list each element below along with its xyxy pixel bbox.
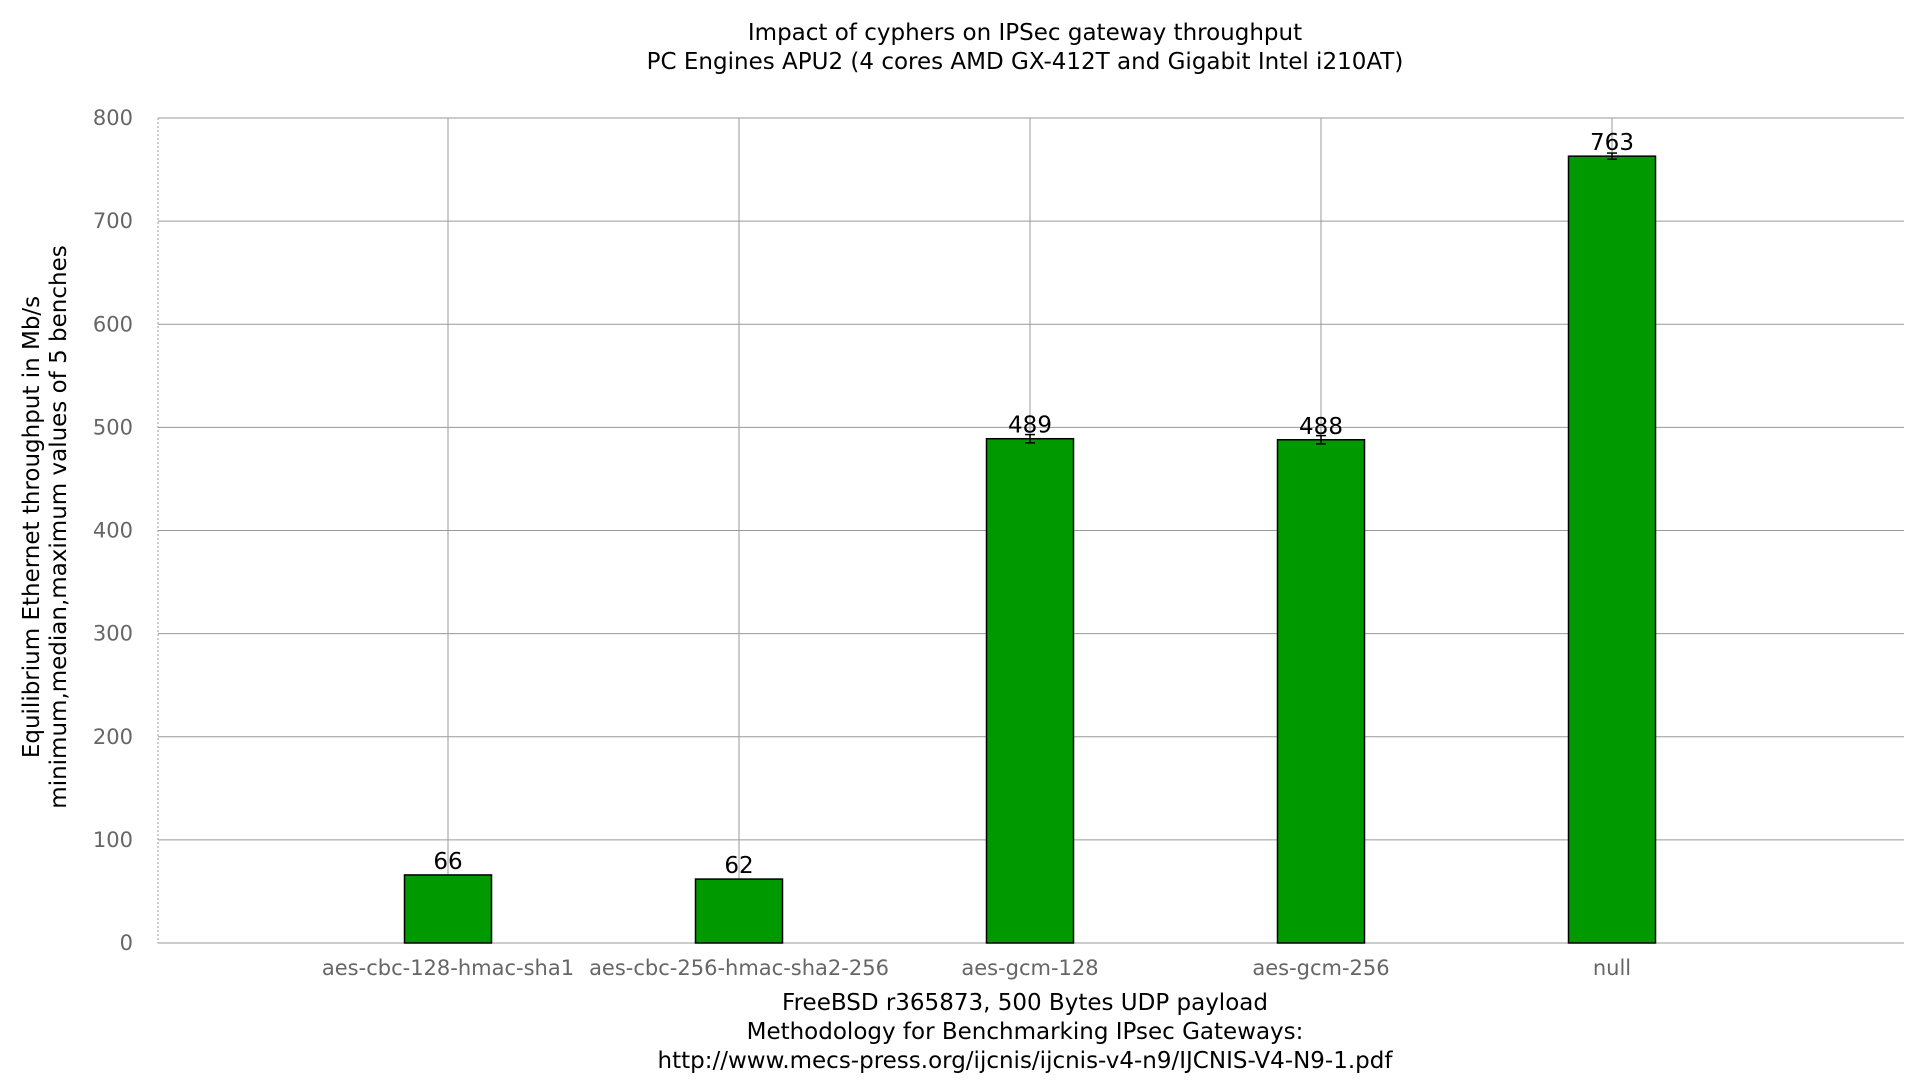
x-axis-label-line3: http://www.mecs-press.org/ijcnis/ijcnis-… (658, 1048, 1394, 1074)
data-label-aes-cbc-128-hmac-sha1: 66 (433, 849, 462, 875)
tick-layer: 0 100 200 300 400 500 600 700 800 aes-cbc-128-hma… (93, 106, 1631, 980)
label-layer: Impact of cyphers on IPSec gateway throu… (19, 20, 1403, 1074)
x-tick-label: null (1593, 956, 1631, 980)
bar-aes-cbc-128-hmac-sha1 (403, 874, 493, 944)
y-tick-label: 800 (93, 106, 133, 130)
y-tick-label: 600 (93, 312, 133, 336)
data-label-aes-gcm-128: 489 (1008, 413, 1052, 439)
bar-null (1567, 155, 1657, 944)
y-axis-label-line2: minimum,median,maximum values of 5 bench… (46, 245, 72, 808)
x-tick-label: aes-cbc-256-hmac-sha2-256 (589, 956, 889, 980)
data-label-aes-cbc-256-hmac-sha2-256: 62 (724, 853, 753, 879)
x-axis-label-line1: FreeBSD r365873, 500 Bytes UDP payload (782, 990, 1268, 1016)
bar-aes-gcm-256 (1276, 439, 1366, 944)
chart-subtitle: PC Engines APU2 (4 cores AMD GX-412T and… (647, 49, 1404, 75)
x-tick-label: aes-cbc-128-hmac-sha1 (322, 956, 574, 980)
data-label-aes-gcm-256: 488 (1299, 414, 1343, 440)
y-tick-label: 500 (93, 415, 133, 439)
x-tick-label: aes-gcm-128 (961, 956, 1098, 980)
bar-aes-gcm-128 (985, 437, 1075, 944)
y-tick-label: 300 (93, 622, 133, 646)
x-axis-label-line2: Methodology for Benchmarking IPsec Gatew… (747, 1019, 1304, 1045)
y-tick-label: 100 (93, 828, 133, 852)
data-label-null: 763 (1590, 130, 1634, 156)
bar-layer: 66 62 489 488 763 (403, 130, 1657, 944)
bar-aes-cbc-256-hmac-sha2-256 (694, 878, 784, 944)
y-tick-label: 0 (120, 931, 133, 955)
y-tick-label: 700 (93, 209, 133, 233)
chart-title: Impact of cyphers on IPSec gateway throu… (748, 20, 1302, 46)
y-tick-label: 200 (93, 725, 133, 749)
y-axis-label-line1: Equilibrium Ethernet throughput in Mb/s (19, 296, 45, 758)
x-tick-label: aes-gcm-256 (1252, 956, 1389, 980)
y-tick-label: 400 (93, 519, 133, 543)
